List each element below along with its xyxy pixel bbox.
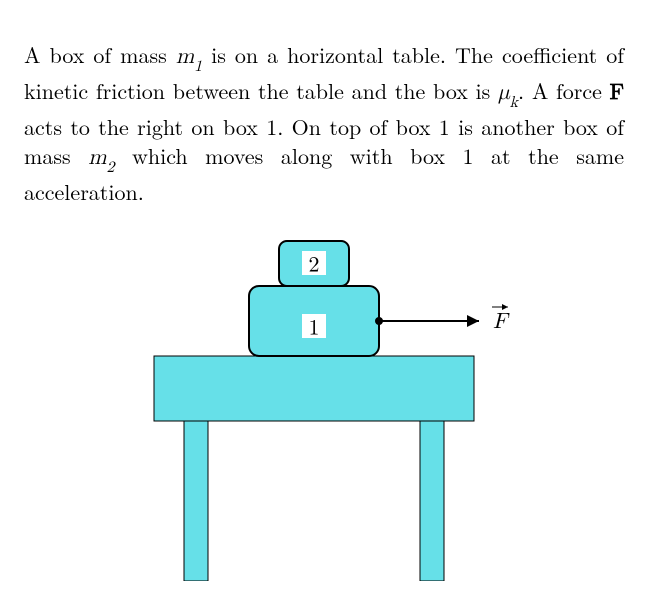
box-1-label: 1 <box>308 310 319 341</box>
table-leg-left <box>184 421 208 581</box>
txt: . A force <box>518 75 610 106</box>
problem-text: A box of mass m1 is on a horizontal tabl… <box>24 40 624 207</box>
force-vector-overline-head <box>502 304 508 310</box>
txt: A box of mass <box>24 39 176 70</box>
diagram-svg: 1 2 F <box>109 231 539 581</box>
diagram: 1 2 F <box>24 231 624 581</box>
table-leg-right <box>420 421 444 581</box>
var-F: F <box>610 82 624 104</box>
txt: which moves along with box 1 at the same… <box>24 140 624 207</box>
var-m2: m2 <box>88 147 114 169</box>
var-m1: m1 <box>176 46 202 68</box>
table-top <box>154 356 474 421</box>
force-label: F <box>493 311 510 333</box>
box-2-label: 2 <box>308 247 319 278</box>
force-arrow-head <box>467 315 479 327</box>
var-mu-k: μk <box>498 82 518 104</box>
